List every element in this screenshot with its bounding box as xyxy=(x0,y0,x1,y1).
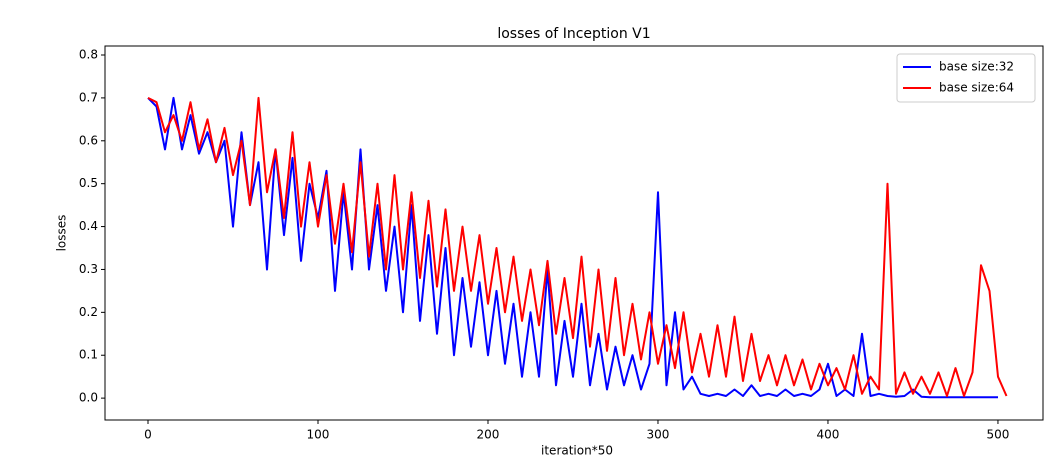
x-tick-label: 200 xyxy=(477,428,500,442)
y-tick-label: 0.1 xyxy=(79,348,98,362)
y-tick-label: 0.8 xyxy=(79,48,98,62)
x-tick-label: 300 xyxy=(647,428,670,442)
y-axis-label: losses xyxy=(55,215,69,252)
legend: base size:32 base size:64 xyxy=(896,53,1036,103)
y-tick-label: 0.0 xyxy=(79,391,98,405)
y-tick-label: 0.2 xyxy=(79,305,98,319)
legend-label: base size:32 xyxy=(939,60,1014,74)
x-tick-label: 100 xyxy=(307,428,330,442)
y-tick-label: 0.5 xyxy=(79,176,98,190)
plot-frame xyxy=(104,45,1044,421)
x-tick-label: 400 xyxy=(817,428,840,442)
legend-box xyxy=(896,53,1036,103)
chart-title: losses of Inception V1 xyxy=(497,26,650,42)
x-axis-label: iteration*50 xyxy=(541,444,613,458)
legend-label: base size:64 xyxy=(939,81,1014,95)
y-tick-label: 0.7 xyxy=(79,90,98,104)
line-series xyxy=(147,96,1008,397)
y-tick-label: 0.6 xyxy=(79,133,98,147)
x-tick-label: 0 xyxy=(144,428,152,442)
y-tick-label: 0.3 xyxy=(79,262,98,276)
line-series xyxy=(147,96,998,399)
x-tick-label: 500 xyxy=(986,428,1009,442)
y-tick-label: 0.4 xyxy=(79,219,98,233)
